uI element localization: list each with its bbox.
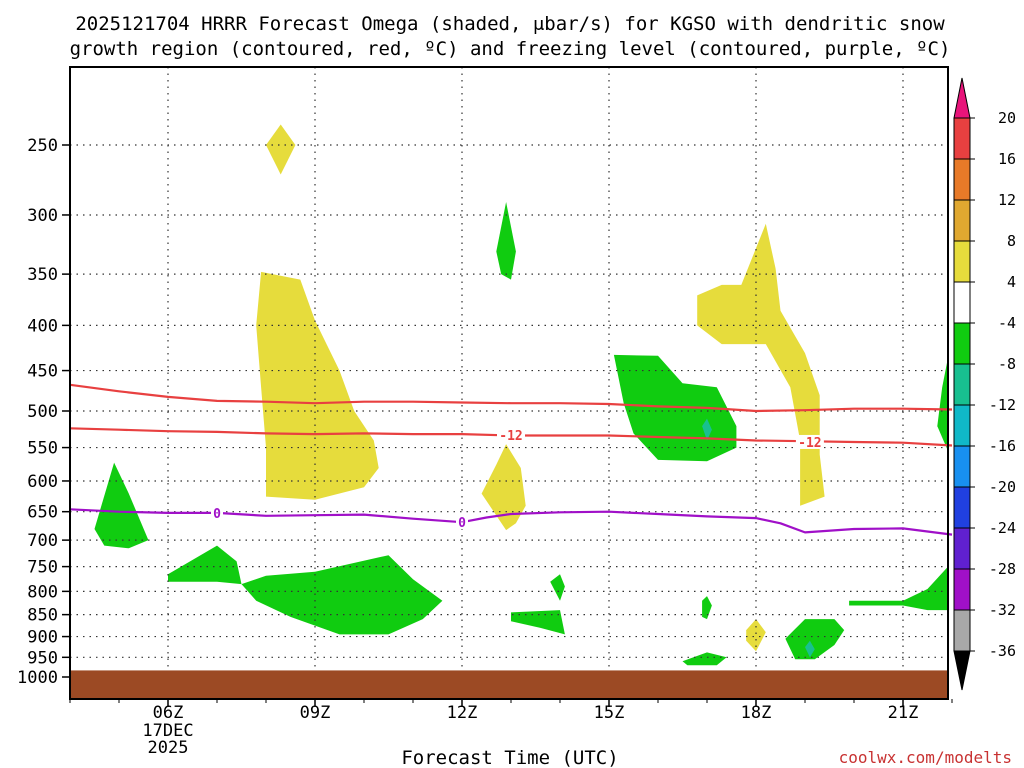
plot-background bbox=[70, 67, 948, 699]
freezing-contour-label: 0 bbox=[458, 516, 466, 531]
pressure-tick-label: 1000 bbox=[17, 668, 58, 688]
contour-layer: -12 -12 0 0 bbox=[69, 383, 953, 536]
colorbar-box bbox=[953, 281, 971, 324]
colorbar-box bbox=[953, 445, 971, 488]
colorbar-box bbox=[953, 486, 971, 529]
credit-text: coolwx.com/modelts bbox=[839, 748, 1012, 767]
colorbar-box bbox=[953, 568, 971, 611]
omega-region bbox=[702, 596, 712, 620]
omega-region bbox=[697, 223, 825, 506]
dgz-contour-line bbox=[69, 383, 953, 413]
colorbar-box bbox=[953, 158, 971, 201]
colorbar-label: -36 bbox=[989, 642, 1016, 660]
colorbar-box bbox=[953, 240, 971, 283]
time-tick-label: 06Z bbox=[153, 703, 184, 723]
colorbar-max-triangle bbox=[953, 77, 971, 119]
time-tick-label: 18Z bbox=[741, 703, 772, 723]
freezing-level-line bbox=[69, 508, 953, 536]
colorbar-box bbox=[953, 363, 971, 406]
omega-region bbox=[256, 271, 379, 500]
chart-title-line-2: growth region (contoured, red, ºC) and f… bbox=[70, 38, 951, 60]
omega-region bbox=[937, 357, 948, 451]
colorbar: 20 16 12 8 4 -4 -8 -12 -16 -20 -24 -28 -32 -36 bbox=[953, 77, 1016, 691]
colorbar-label: -28 bbox=[989, 560, 1016, 578]
pressure-tick-label: 550 bbox=[27, 439, 58, 459]
colorbar-box bbox=[953, 404, 971, 447]
pressure-tick-label: 900 bbox=[27, 628, 58, 648]
colorbar-label: -8 bbox=[998, 355, 1016, 373]
freezing-contour-label: 0 bbox=[213, 507, 221, 522]
omega-region bbox=[682, 652, 727, 666]
pressure-tick-label: 350 bbox=[27, 265, 58, 285]
x-axis-label: Forecast Time (UTC) bbox=[401, 747, 618, 768]
pressure-tick-label: 450 bbox=[27, 362, 58, 382]
omega-region bbox=[496, 202, 516, 280]
plot-area: -12 -12 0 0 bbox=[69, 66, 953, 700]
omega-region bbox=[746, 619, 766, 652]
omega-region bbox=[481, 444, 526, 531]
ground-surface bbox=[70, 670, 948, 699]
date-label: 2025 bbox=[148, 738, 189, 758]
dgz-contour-label-bg bbox=[795, 434, 824, 449]
omega-region bbox=[785, 619, 845, 660]
dgz-contour-label: -12 bbox=[499, 429, 522, 444]
colorbar-label: -32 bbox=[989, 601, 1016, 619]
pressure-tick-label: 400 bbox=[27, 316, 58, 336]
omega-region bbox=[550, 574, 565, 601]
pressure-tick-label: 700 bbox=[27, 531, 58, 551]
colorbar-label: 4 bbox=[1007, 273, 1016, 291]
pressure-tick-label: 600 bbox=[27, 472, 58, 492]
time-tick-label: 15Z bbox=[594, 703, 625, 723]
omega-region bbox=[805, 640, 815, 658]
time-tick-label: 21Z bbox=[888, 703, 919, 723]
chart-title-line-1: 2025121704 HRRR Forecast Omega (shaded, … bbox=[75, 13, 945, 35]
ground-layer bbox=[70, 670, 948, 699]
colorbar-label: 12 bbox=[998, 191, 1016, 209]
colorbar-label: -24 bbox=[989, 519, 1016, 537]
colorbar-label: 16 bbox=[998, 150, 1016, 168]
colorbar-box bbox=[953, 117, 971, 160]
pressure-tick-label: 250 bbox=[27, 136, 58, 156]
colorbar-box bbox=[953, 322, 971, 365]
dgz-contour-label: -12 bbox=[798, 436, 821, 451]
pressure-tick-label: 800 bbox=[27, 582, 58, 602]
dgz-contour-label-bg bbox=[497, 427, 525, 442]
pressure-tick-label: 750 bbox=[27, 558, 58, 578]
pressure-tick-label: 500 bbox=[27, 402, 58, 422]
colorbar-box bbox=[953, 199, 971, 242]
time-tick-label: 12Z bbox=[447, 703, 478, 723]
colorbar-label: 20 bbox=[998, 109, 1016, 127]
omega-region bbox=[94, 462, 149, 549]
colorbar-label: -16 bbox=[989, 437, 1016, 455]
colorbar-label: 8 bbox=[1007, 232, 1016, 250]
colorbar-min-triangle bbox=[953, 650, 971, 691]
pressure-tick-label: 300 bbox=[27, 206, 58, 226]
pressure-tick-label: 650 bbox=[27, 503, 58, 523]
pressure-tick-label: 950 bbox=[27, 648, 58, 668]
omega-region bbox=[168, 545, 242, 585]
omega-region bbox=[702, 418, 712, 441]
colorbar-label: -12 bbox=[989, 396, 1016, 414]
date-label: 17DEC bbox=[142, 721, 193, 741]
freezing-contour-label-bg bbox=[211, 505, 223, 520]
plot-frame bbox=[69, 66, 949, 700]
time-tick-label: 09Z bbox=[300, 703, 331, 723]
colorbar-box bbox=[953, 527, 971, 570]
omega-region bbox=[849, 566, 948, 611]
omega-region bbox=[266, 124, 296, 175]
colorbar-label: -20 bbox=[989, 478, 1016, 496]
pressure-tick-label: 850 bbox=[27, 606, 58, 626]
freezing-contour-label-bg bbox=[456, 515, 468, 530]
pressure-axis: 2503003504004505005506006507007508008509… bbox=[17, 136, 70, 688]
colorbar-label: -4 bbox=[998, 314, 1016, 332]
colorbar-box bbox=[953, 609, 971, 652]
omega-region bbox=[511, 610, 565, 635]
